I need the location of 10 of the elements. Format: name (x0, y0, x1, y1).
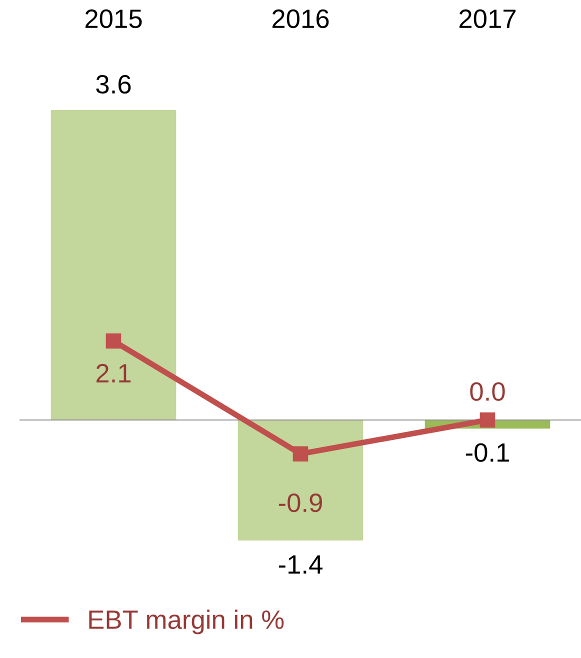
x-tick-label: 2015 (85, 9, 142, 28)
x-tick-label: 2017 (459, 9, 516, 28)
data-label: -0.9 (278, 493, 322, 512)
legend-label: EBT margin in % (89, 610, 284, 634)
data-label: 0.0 (470, 382, 505, 401)
x-tick-label: 2016 (272, 9, 329, 28)
data-label: 2.1 (96, 364, 131, 382)
data-label: 3.6 (96, 74, 131, 94)
data-label: -0.1 (466, 443, 509, 462)
data-label: -1.4 (278, 555, 322, 574)
